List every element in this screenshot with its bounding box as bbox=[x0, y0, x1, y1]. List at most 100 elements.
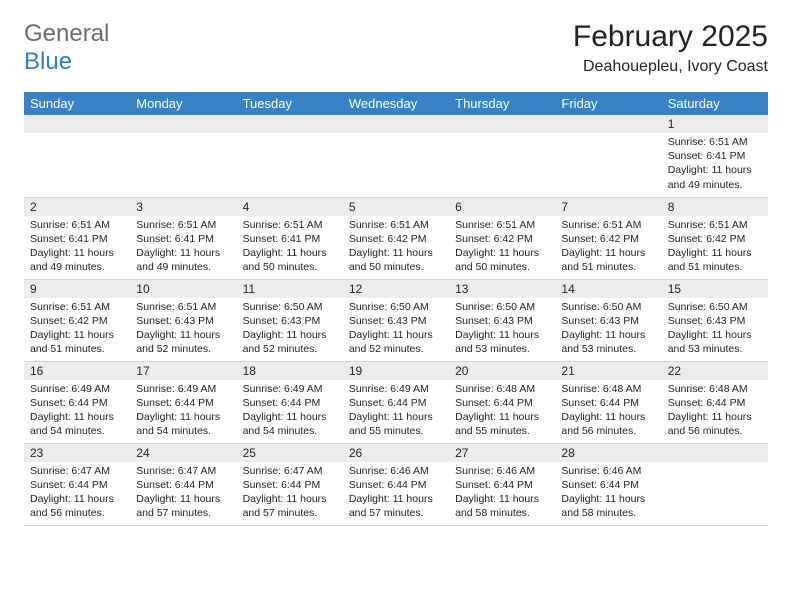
sunset-text: Sunset: 6:43 PM bbox=[349, 314, 443, 328]
sunset-text: Sunset: 6:42 PM bbox=[30, 314, 124, 328]
logo-text-2: Blue bbox=[24, 48, 72, 75]
sunset-text: Sunset: 6:43 PM bbox=[243, 314, 337, 328]
daylight-text: Daylight: 11 hours and 49 minutes. bbox=[668, 163, 762, 191]
day-number-empty bbox=[662, 444, 768, 462]
calendar-cell bbox=[449, 115, 555, 197]
weekday-header: Saturday bbox=[662, 92, 768, 115]
day-number: 10 bbox=[130, 280, 236, 298]
daylight-text: Daylight: 11 hours and 55 minutes. bbox=[349, 410, 443, 438]
sunrise-text: Sunrise: 6:51 AM bbox=[30, 300, 124, 314]
daylight-text: Daylight: 11 hours and 54 minutes. bbox=[136, 410, 230, 438]
weekday-header: Sunday bbox=[24, 92, 130, 115]
daylight-text: Daylight: 11 hours and 50 minutes. bbox=[349, 246, 443, 274]
page-header: GeneralBlue February 2025 Deahouepleu, I… bbox=[24, 20, 768, 76]
sunrise-text: Sunrise: 6:51 AM bbox=[455, 218, 549, 232]
day-body: Sunrise: 6:47 AMSunset: 6:44 PMDaylight:… bbox=[130, 462, 236, 525]
sunrise-text: Sunrise: 6:49 AM bbox=[136, 382, 230, 396]
sunrise-text: Sunrise: 6:51 AM bbox=[243, 218, 337, 232]
day-body: Sunrise: 6:46 AMSunset: 6:44 PMDaylight:… bbox=[449, 462, 555, 525]
calendar-week-row: 2Sunrise: 6:51 AMSunset: 6:41 PMDaylight… bbox=[24, 197, 768, 279]
sunrise-text: Sunrise: 6:51 AM bbox=[136, 300, 230, 314]
day-number-empty bbox=[449, 115, 555, 133]
day-body: Sunrise: 6:48 AMSunset: 6:44 PMDaylight:… bbox=[662, 380, 768, 443]
sunset-text: Sunset: 6:42 PM bbox=[349, 232, 443, 246]
day-number-empty bbox=[343, 115, 449, 133]
month-title: February 2025 bbox=[573, 20, 768, 54]
day-number: 9 bbox=[24, 280, 130, 298]
day-number: 28 bbox=[555, 444, 661, 462]
sunset-text: Sunset: 6:44 PM bbox=[30, 396, 124, 410]
day-number: 20 bbox=[449, 362, 555, 380]
day-number: 26 bbox=[343, 444, 449, 462]
calendar-cell: 7Sunrise: 6:51 AMSunset: 6:42 PMDaylight… bbox=[555, 197, 661, 279]
sunset-text: Sunset: 6:44 PM bbox=[455, 396, 549, 410]
day-body: Sunrise: 6:48 AMSunset: 6:44 PMDaylight:… bbox=[449, 380, 555, 443]
daylight-text: Daylight: 11 hours and 53 minutes. bbox=[668, 328, 762, 356]
sunset-text: Sunset: 6:41 PM bbox=[668, 149, 762, 163]
day-body: Sunrise: 6:51 AMSunset: 6:42 PMDaylight:… bbox=[449, 216, 555, 279]
day-number-empty bbox=[130, 115, 236, 133]
day-body: Sunrise: 6:49 AMSunset: 6:44 PMDaylight:… bbox=[237, 380, 343, 443]
sunrise-text: Sunrise: 6:48 AM bbox=[561, 382, 655, 396]
day-body: Sunrise: 6:51 AMSunset: 6:41 PMDaylight:… bbox=[237, 216, 343, 279]
day-number: 8 bbox=[662, 198, 768, 216]
day-number-empty bbox=[24, 115, 130, 133]
day-body: Sunrise: 6:50 AMSunset: 6:43 PMDaylight:… bbox=[555, 298, 661, 361]
day-number: 11 bbox=[237, 280, 343, 298]
daylight-text: Daylight: 11 hours and 54 minutes. bbox=[30, 410, 124, 438]
day-body: Sunrise: 6:48 AMSunset: 6:44 PMDaylight:… bbox=[555, 380, 661, 443]
day-body: Sunrise: 6:51 AMSunset: 6:41 PMDaylight:… bbox=[24, 216, 130, 279]
sunset-text: Sunset: 6:43 PM bbox=[668, 314, 762, 328]
day-body: Sunrise: 6:51 AMSunset: 6:42 PMDaylight:… bbox=[555, 216, 661, 279]
calendar-cell: 10Sunrise: 6:51 AMSunset: 6:43 PMDayligh… bbox=[130, 279, 236, 361]
calendar-cell: 13Sunrise: 6:50 AMSunset: 6:43 PMDayligh… bbox=[449, 279, 555, 361]
calendar-week-row: 23Sunrise: 6:47 AMSunset: 6:44 PMDayligh… bbox=[24, 443, 768, 525]
calendar-cell bbox=[555, 115, 661, 197]
day-body: Sunrise: 6:50 AMSunset: 6:43 PMDaylight:… bbox=[662, 298, 768, 361]
sunrise-text: Sunrise: 6:50 AM bbox=[668, 300, 762, 314]
day-body: Sunrise: 6:51 AMSunset: 6:42 PMDaylight:… bbox=[343, 216, 449, 279]
sunrise-text: Sunrise: 6:47 AM bbox=[30, 464, 124, 478]
sunrise-text: Sunrise: 6:47 AM bbox=[243, 464, 337, 478]
day-number: 19 bbox=[343, 362, 449, 380]
day-number: 7 bbox=[555, 198, 661, 216]
day-body: Sunrise: 6:47 AMSunset: 6:44 PMDaylight:… bbox=[237, 462, 343, 525]
calendar-cell: 23Sunrise: 6:47 AMSunset: 6:44 PMDayligh… bbox=[24, 443, 130, 525]
calendar-body: 1Sunrise: 6:51 AMSunset: 6:41 PMDaylight… bbox=[24, 115, 768, 525]
calendar-cell bbox=[662, 443, 768, 525]
day-body: Sunrise: 6:51 AMSunset: 6:41 PMDaylight:… bbox=[130, 216, 236, 279]
weekday-header: Tuesday bbox=[237, 92, 343, 115]
day-body: Sunrise: 6:51 AMSunset: 6:42 PMDaylight:… bbox=[24, 298, 130, 361]
day-number: 6 bbox=[449, 198, 555, 216]
calendar-cell: 21Sunrise: 6:48 AMSunset: 6:44 PMDayligh… bbox=[555, 361, 661, 443]
daylight-text: Daylight: 11 hours and 57 minutes. bbox=[349, 492, 443, 520]
daylight-text: Daylight: 11 hours and 52 minutes. bbox=[136, 328, 230, 356]
calendar-cell: 12Sunrise: 6:50 AMSunset: 6:43 PMDayligh… bbox=[343, 279, 449, 361]
calendar-cell: 20Sunrise: 6:48 AMSunset: 6:44 PMDayligh… bbox=[449, 361, 555, 443]
sunrise-text: Sunrise: 6:50 AM bbox=[561, 300, 655, 314]
day-number: 21 bbox=[555, 362, 661, 380]
daylight-text: Daylight: 11 hours and 58 minutes. bbox=[561, 492, 655, 520]
calendar-cell: 19Sunrise: 6:49 AMSunset: 6:44 PMDayligh… bbox=[343, 361, 449, 443]
daylight-text: Daylight: 11 hours and 57 minutes. bbox=[136, 492, 230, 520]
calendar-cell: 9Sunrise: 6:51 AMSunset: 6:42 PMDaylight… bbox=[24, 279, 130, 361]
calendar-cell: 27Sunrise: 6:46 AMSunset: 6:44 PMDayligh… bbox=[449, 443, 555, 525]
sunrise-text: Sunrise: 6:51 AM bbox=[668, 135, 762, 149]
sunset-text: Sunset: 6:44 PM bbox=[349, 478, 443, 492]
day-number: 4 bbox=[237, 198, 343, 216]
calendar-cell bbox=[130, 115, 236, 197]
sunset-text: Sunset: 6:44 PM bbox=[349, 396, 443, 410]
sunrise-text: Sunrise: 6:48 AM bbox=[668, 382, 762, 396]
day-body: Sunrise: 6:51 AMSunset: 6:42 PMDaylight:… bbox=[662, 216, 768, 279]
daylight-text: Daylight: 11 hours and 58 minutes. bbox=[455, 492, 549, 520]
day-body: Sunrise: 6:46 AMSunset: 6:44 PMDaylight:… bbox=[343, 462, 449, 525]
calendar-cell: 6Sunrise: 6:51 AMSunset: 6:42 PMDaylight… bbox=[449, 197, 555, 279]
calendar-cell: 22Sunrise: 6:48 AMSunset: 6:44 PMDayligh… bbox=[662, 361, 768, 443]
calendar-cell: 1Sunrise: 6:51 AMSunset: 6:41 PMDaylight… bbox=[662, 115, 768, 197]
logo: GeneralBlue bbox=[24, 20, 113, 76]
sunset-text: Sunset: 6:44 PM bbox=[30, 478, 124, 492]
daylight-text: Daylight: 11 hours and 52 minutes. bbox=[349, 328, 443, 356]
day-number-empty bbox=[237, 115, 343, 133]
sunset-text: Sunset: 6:42 PM bbox=[455, 232, 549, 246]
sunrise-text: Sunrise: 6:50 AM bbox=[243, 300, 337, 314]
